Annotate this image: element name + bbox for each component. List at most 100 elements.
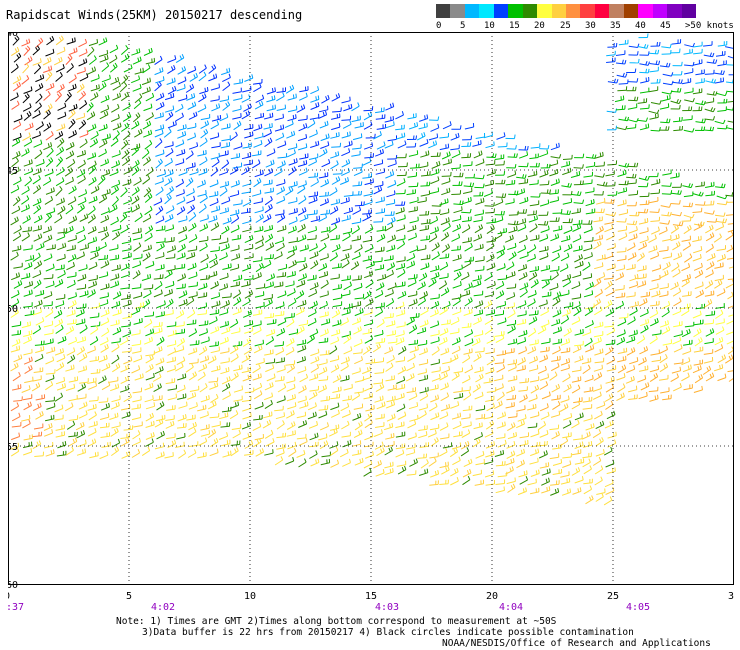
wind-barb bbox=[363, 308, 373, 316]
wind-barb bbox=[420, 254, 431, 261]
wind-barb bbox=[419, 210, 430, 216]
wind-barb bbox=[166, 245, 177, 253]
legend-swatch bbox=[623, 4, 639, 18]
wind-barb bbox=[286, 410, 295, 419]
wind-barb bbox=[352, 275, 362, 281]
wind-barb bbox=[475, 413, 486, 420]
legend-swatch bbox=[450, 4, 466, 18]
wind-barb bbox=[538, 440, 548, 447]
wind-barb bbox=[508, 251, 517, 261]
wind-barb bbox=[122, 112, 132, 122]
wind-barb bbox=[35, 121, 44, 131]
wind-barb bbox=[132, 430, 141, 440]
wind-barb bbox=[33, 64, 41, 75]
wind-barb bbox=[594, 208, 605, 214]
wind-barb bbox=[154, 442, 165, 450]
wind-barb bbox=[539, 381, 549, 390]
wind-barb bbox=[112, 363, 121, 373]
wind-barb bbox=[54, 214, 63, 224]
wind-barb bbox=[670, 234, 680, 242]
wind-barb bbox=[384, 468, 394, 476]
wind-barb bbox=[120, 375, 130, 385]
wind-barb bbox=[529, 339, 539, 346]
wind-barb bbox=[605, 346, 614, 356]
wind-barb bbox=[287, 441, 297, 450]
wind-barb bbox=[593, 234, 603, 242]
wind-barb bbox=[307, 119, 316, 129]
wind-barb bbox=[671, 211, 682, 217]
wind-barb bbox=[662, 169, 672, 176]
wind-barb bbox=[88, 396, 99, 402]
wind-barb bbox=[319, 191, 329, 197]
wind-barb bbox=[156, 242, 165, 252]
wind-barb bbox=[200, 254, 209, 263]
wind-barb bbox=[187, 101, 197, 110]
wind-barb bbox=[100, 402, 110, 411]
wind-barb bbox=[504, 234, 514, 243]
wind-barb bbox=[429, 216, 439, 225]
wind-barb bbox=[288, 237, 298, 244]
wind-barb bbox=[197, 371, 206, 381]
wind-barb bbox=[672, 336, 682, 345]
wind-barb bbox=[88, 411, 97, 421]
wind-barb bbox=[208, 377, 219, 383]
wind-barb bbox=[11, 432, 21, 441]
wind-barb bbox=[497, 411, 507, 420]
wind-barb bbox=[551, 394, 561, 401]
wind-barb bbox=[295, 290, 305, 300]
wind-barb bbox=[618, 313, 629, 319]
wind-barb bbox=[343, 383, 353, 391]
wind-barb bbox=[483, 377, 493, 384]
wind-barb bbox=[519, 288, 528, 298]
wind-barb bbox=[131, 403, 141, 410]
wind-barb bbox=[144, 395, 154, 403]
wind-barb bbox=[55, 186, 63, 197]
wind-barb bbox=[101, 441, 111, 448]
wind-barb bbox=[243, 320, 254, 327]
wind-barb bbox=[68, 394, 78, 402]
wind-barb bbox=[10, 362, 19, 372]
wind-barb bbox=[495, 461, 506, 467]
wind-barb bbox=[198, 437, 208, 446]
wind-barb bbox=[100, 260, 110, 269]
wind-barb bbox=[68, 415, 79, 421]
wind-barb bbox=[57, 242, 67, 251]
wind-barb bbox=[297, 143, 308, 151]
wind-barb bbox=[10, 308, 19, 318]
wind-barb bbox=[123, 356, 133, 365]
wind-barb bbox=[472, 274, 482, 282]
wind-barb bbox=[87, 236, 98, 245]
wind-barb bbox=[473, 422, 483, 430]
wind-barb bbox=[165, 147, 174, 158]
wind-barb bbox=[122, 206, 133, 214]
wind-barb bbox=[46, 35, 55, 46]
wind-barb bbox=[319, 350, 330, 356]
wind-barb bbox=[318, 358, 328, 366]
wind-barb bbox=[56, 450, 67, 457]
wind-barb bbox=[516, 174, 527, 179]
wind-barb bbox=[439, 132, 449, 139]
wind-barb bbox=[166, 433, 176, 440]
wind-barb bbox=[649, 334, 658, 345]
wind-barb bbox=[486, 153, 497, 158]
wind-barb bbox=[440, 382, 449, 391]
wind-barb bbox=[178, 298, 188, 307]
wind-barb bbox=[627, 162, 639, 168]
wind-barb bbox=[592, 456, 602, 466]
wind-barb bbox=[308, 420, 318, 429]
axis-labels: 40455055600510152025305:374:024:034:044:… bbox=[8, 32, 734, 612]
wind-barb bbox=[409, 312, 420, 319]
wind-barb bbox=[638, 242, 647, 251]
wind-barb bbox=[540, 307, 549, 317]
wind-barb bbox=[288, 328, 299, 336]
wind-barb bbox=[242, 337, 252, 347]
wind-barb bbox=[68, 431, 78, 438]
wind-barb bbox=[594, 476, 603, 486]
wind-barb bbox=[111, 196, 119, 207]
wind-barb bbox=[176, 252, 186, 260]
wind-barb bbox=[351, 301, 362, 308]
wind-barb bbox=[87, 152, 97, 160]
wind-barb bbox=[704, 97, 715, 104]
wind-barb bbox=[365, 260, 375, 269]
wind-barb bbox=[606, 356, 616, 365]
